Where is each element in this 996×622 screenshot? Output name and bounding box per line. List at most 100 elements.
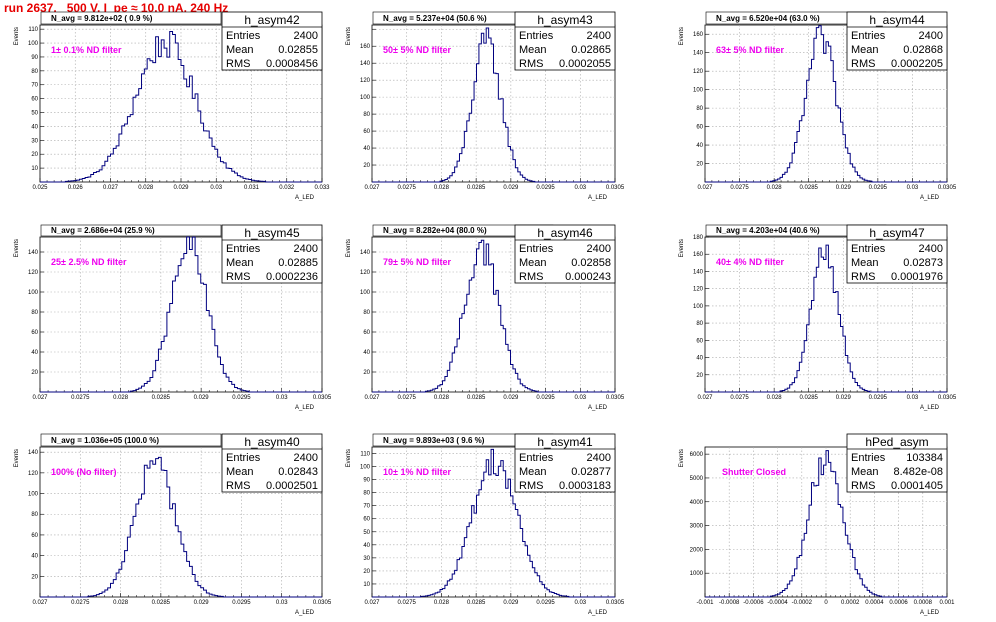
y-tick-label: 160 [693, 32, 704, 38]
x-tick-label: 0.029 [503, 600, 519, 606]
stats-rms-value: 0.0002205 [891, 58, 943, 70]
y-axis-title: Events [14, 449, 20, 467]
filter-label: 25± 2.5% ND filter [51, 257, 127, 267]
navg-label: N_avg = 5.237e+04 (50.6 %) [383, 14, 487, 23]
y-tick-label: 20 [363, 370, 370, 376]
y-tick-label: 140 [28, 450, 39, 456]
y-tick-label: 140 [28, 250, 39, 256]
histogram-panel: 0.027 0.0275 0.028 0.0285 0.029 0.0295 0.03 0.0… [346, 433, 625, 616]
x-tick-label: 0.028 [113, 600, 129, 606]
x-tick-label: 0.0275 [71, 600, 90, 606]
stats-mean-label: Mean [851, 466, 879, 478]
y-tick-label: 50 [31, 111, 38, 117]
y-axis-title: Events [14, 27, 20, 45]
x-tick-label: 0.0285 [152, 600, 171, 606]
stats-entries-label: Entries [226, 452, 261, 464]
x-tick-label: 0.0008 [914, 600, 933, 606]
stats-mean-value: 0.02873 [903, 257, 943, 269]
y-tick-label: 80 [31, 310, 38, 316]
x-tick-label: 0.03 [907, 185, 919, 191]
stats-box: h_asym45 Entries 2400 Mean 0.02885 RMS 0.00022… [221, 224, 323, 284]
x-tick-label: 0.029 [836, 185, 852, 191]
stats-entries-label: Entries [519, 30, 554, 42]
y-tick-label: 100 [28, 492, 39, 498]
histogram-line [40, 456, 322, 598]
x-tick-label: 0 [824, 600, 828, 606]
stats-title: hPed_asym [865, 435, 928, 449]
y-tick-label: 20 [31, 370, 38, 376]
y-tick-label: 80 [363, 310, 370, 316]
navg-box [40, 224, 222, 237]
navg-label: N_avg = 8.282e+04 (80.0 %) [383, 226, 487, 235]
stats-rms-label: RMS [226, 480, 250, 492]
stats-entries-value: 2400 [294, 243, 318, 255]
x-axis-title: A_LED [295, 195, 315, 201]
stats-entries-label: Entries [851, 30, 886, 42]
stats-box: h_asym44 Entries 2400 Mean 0.02868 RMS 0.00022… [846, 11, 948, 71]
x-tick-label: 0.028 [113, 395, 129, 401]
stats-box: h_asym40 Entries 2400 Mean 0.02843 RMS 0.00025… [221, 433, 323, 493]
x-tick-label: 0.028 [434, 600, 450, 606]
x-tick-label: 0.0275 [71, 395, 90, 401]
stats-mean-value: 0.02855 [278, 44, 318, 56]
y-tick-label: 100 [360, 95, 371, 101]
stats-entries-value: 2400 [587, 30, 611, 42]
navg-label: N_avg = 2.686e+04 (25.9 %) [51, 226, 155, 235]
y-tick-label: 110 [360, 452, 370, 458]
stats-box-frame [514, 433, 616, 493]
histogram-line [705, 244, 947, 393]
histogram-line [40, 236, 322, 393]
y-tick-label: 60 [363, 129, 370, 135]
x-tick-label: 0.027 [32, 395, 48, 401]
x-axis-title: A_LED [588, 195, 608, 201]
y-tick-label: 160 [360, 44, 371, 50]
stats-entries-label: Entries [226, 30, 261, 42]
x-tick-label: 0.0285 [800, 185, 819, 191]
navg-label: N_avg = 4.203e+04 (40.6 %) [716, 226, 820, 235]
x-tick-label: 0.0285 [467, 600, 486, 606]
filter-label: 50± 5% ND filter [383, 45, 451, 55]
stats-box: hPed_asym Entries 103384 Mean 8.482e-08 RMS 0.… [846, 433, 948, 493]
stats-box-frame [846, 11, 948, 71]
stats-mean-value: 8.482e-08 [893, 466, 943, 478]
stats-rms-label: RMS [519, 480, 543, 492]
stats-entries-label: Entries [519, 243, 554, 255]
y-tick-label: 10 [363, 582, 370, 588]
stats-rms-label: RMS [226, 58, 250, 70]
stats-mean-value: 0.02858 [571, 257, 611, 269]
stats-rms-value: 0.0001405 [891, 480, 943, 492]
x-tick-label: 0.0275 [398, 395, 417, 401]
x-tick-label: 0.027 [103, 185, 119, 191]
stats-entries-label: Entries [519, 452, 554, 464]
y-tick-label: 100 [693, 304, 704, 310]
stats-rms-value: 0.0002501 [266, 480, 318, 492]
stats-entries-value: 2400 [294, 30, 318, 42]
stats-title: h_asym42 [244, 13, 300, 27]
x-tick-label: 0.028 [434, 395, 450, 401]
stats-entries-value: 2400 [587, 452, 611, 464]
x-tick-label: 0.028 [138, 185, 154, 191]
stats-mean-label: Mean [519, 466, 547, 478]
stats-entries-label: Entries [851, 243, 886, 255]
stats-title: h_asym47 [869, 226, 925, 240]
x-tick-label: 0.028 [434, 185, 450, 191]
x-tick-label: 0.0275 [730, 185, 749, 191]
x-tick-label: -0.0004 [767, 600, 788, 606]
y-tick-label: 180 [693, 235, 704, 241]
y-tick-label: 20 [31, 574, 38, 580]
stats-box: h_asym47 Entries 2400 Mean 0.02873 RMS 0.00019… [846, 224, 948, 284]
x-tick-label: 0.027 [697, 395, 713, 401]
x-axis-title: A_LED [920, 610, 940, 616]
x-tick-label: 0.0275 [730, 395, 749, 401]
y-tick-label: 20 [31, 152, 38, 158]
y-tick-label: 80 [363, 112, 370, 118]
x-tick-label: 0.0295 [536, 185, 555, 191]
stats-mean-value: 0.02877 [571, 466, 611, 478]
histogram-panel: 0.027 0.0275 0.028 0.0285 0.029 0.0295 0.03 0.0… [346, 11, 625, 201]
histogram-panel: 0.027 0.0275 0.028 0.0285 0.029 0.0295 0.03 0.0… [679, 11, 957, 201]
y-tick-label: 20 [696, 373, 703, 379]
stats-entries-value: 2400 [919, 30, 943, 42]
x-tick-label: 0.032 [279, 185, 295, 191]
x-axis-title: A_LED [295, 610, 315, 616]
y-tick-label: 80 [31, 512, 38, 518]
